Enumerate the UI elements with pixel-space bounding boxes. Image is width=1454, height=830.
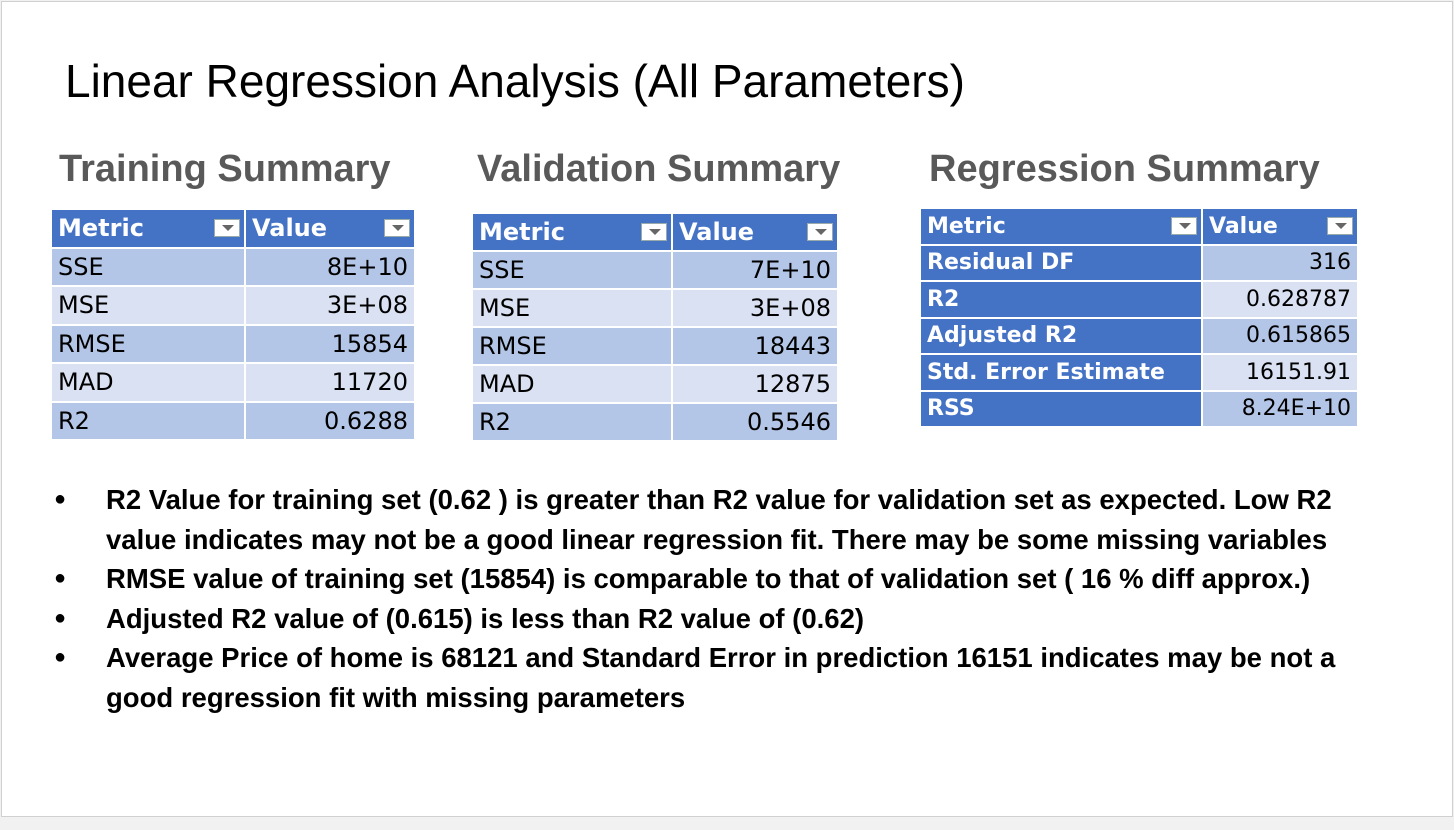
table-cell: SSE xyxy=(50,246,246,287)
table-cell: 12875 xyxy=(671,364,839,404)
table-cell: 7E+10 xyxy=(671,250,839,290)
table-row: R2 0.5546 xyxy=(471,402,839,442)
table-row: R2 0.6288 xyxy=(50,400,416,441)
slide-title: Linear Regression Analysis (All Paramete… xyxy=(65,55,965,107)
table-row: MSE 3E+08 xyxy=(471,288,839,328)
table-cell: 8E+10 xyxy=(244,246,416,287)
table-row: RMSE 18443 xyxy=(471,326,839,366)
header-cell: Value xyxy=(671,212,839,252)
table-cell: Residual DF xyxy=(919,243,1203,282)
table-row: Residual DF 316 xyxy=(919,243,1359,282)
table-cell: R2 xyxy=(471,402,673,442)
table-row: MAD 11720 xyxy=(50,362,416,403)
table-cell: MSE xyxy=(471,288,673,328)
table-cell: RMSE xyxy=(471,326,673,366)
data-table: Metric Value SSE 8E+10 MSE 3E+08 RMSE 15854 MAD 1… xyxy=(50,208,416,441)
filter-dropdown[interactable] xyxy=(384,219,410,238)
data-table: Metric Value SSE 7E+10 MSE 3E+08 RMSE 18443 MAD 1… xyxy=(471,212,839,442)
table-cell: MAD xyxy=(471,364,673,404)
header-cell: Metric xyxy=(50,208,246,249)
bullet-item: R2 Value for training set (0.62 ) is gre… xyxy=(54,480,1356,559)
table-cell: MSE xyxy=(50,285,246,326)
table-row: Adjusted R2 0.615865 xyxy=(919,316,1359,355)
table-cell: 0.628787 xyxy=(1201,280,1359,319)
table-cell: 3E+08 xyxy=(671,288,839,328)
table-row: R2 0.628787 xyxy=(919,280,1359,319)
table-cell: 11720 xyxy=(244,362,416,403)
bullet-item: RMSE value of training set (15854) is co… xyxy=(54,559,1356,599)
table-row: SSE 7E+10 xyxy=(471,250,839,290)
header-cell: Value xyxy=(1201,207,1359,246)
table-cell: SSE xyxy=(471,250,673,290)
section-heading: Regression Summary xyxy=(929,148,1320,190)
table-row: MSE 3E+08 xyxy=(50,285,416,326)
section-heading: Validation Summary xyxy=(477,148,841,190)
table-cell: 8.24E+10 xyxy=(1201,389,1359,428)
bullet-item: Average Price of home is 68121 and Stand… xyxy=(54,638,1356,717)
table-cell: RSS xyxy=(919,389,1203,428)
header-cell: Metric xyxy=(919,207,1203,246)
table-cell: 3E+08 xyxy=(244,285,416,326)
table-cell: RMSE xyxy=(50,323,246,364)
bullet-item: Adjusted R2 value of (0.615) is less tha… xyxy=(54,599,1356,639)
table-cell: 18443 xyxy=(671,326,839,366)
table-row: RMSE 15854 xyxy=(50,323,416,364)
table-header-row: Metric Value xyxy=(471,212,839,252)
filter-dropdown[interactable] xyxy=(1327,217,1353,236)
table-row: MAD 12875 xyxy=(471,364,839,404)
table-cell: 316 xyxy=(1201,243,1359,282)
table-cell: R2 xyxy=(919,280,1203,319)
table-cell: Std. Error Estimate xyxy=(919,353,1203,392)
header-cell: Metric xyxy=(471,212,673,252)
table-cell: 0.615865 xyxy=(1201,316,1359,355)
header-cell: Value xyxy=(244,208,416,249)
table-cell: Adjusted R2 xyxy=(919,316,1203,355)
bullet-list: R2 Value for training set (0.62 ) is gre… xyxy=(54,480,1356,717)
table-header-row: Metric Value xyxy=(919,207,1359,246)
filter-dropdown[interactable] xyxy=(1171,217,1197,236)
table-cell: 16151.91 xyxy=(1201,353,1359,392)
filter-dropdown[interactable] xyxy=(214,219,240,238)
table-row: Std. Error Estimate 16151.91 xyxy=(919,353,1359,392)
data-table: Metric Value Residual DF 316 R2 0.628787 Adjus… xyxy=(919,207,1359,428)
table-row: RSS 8.24E+10 xyxy=(919,389,1359,428)
table-cell: 15854 xyxy=(244,323,416,364)
table-cell: MAD xyxy=(50,362,246,403)
section-heading: Training Summary xyxy=(59,148,391,190)
filter-dropdown[interactable] xyxy=(807,223,833,241)
table-cell: R2 xyxy=(50,400,246,441)
table-cell: 0.5546 xyxy=(671,402,839,442)
table-header-row: Metric Value xyxy=(50,208,416,249)
filter-dropdown[interactable] xyxy=(641,223,667,241)
table-cell: 0.6288 xyxy=(244,400,416,441)
table-row: SSE 8E+10 xyxy=(50,246,416,287)
